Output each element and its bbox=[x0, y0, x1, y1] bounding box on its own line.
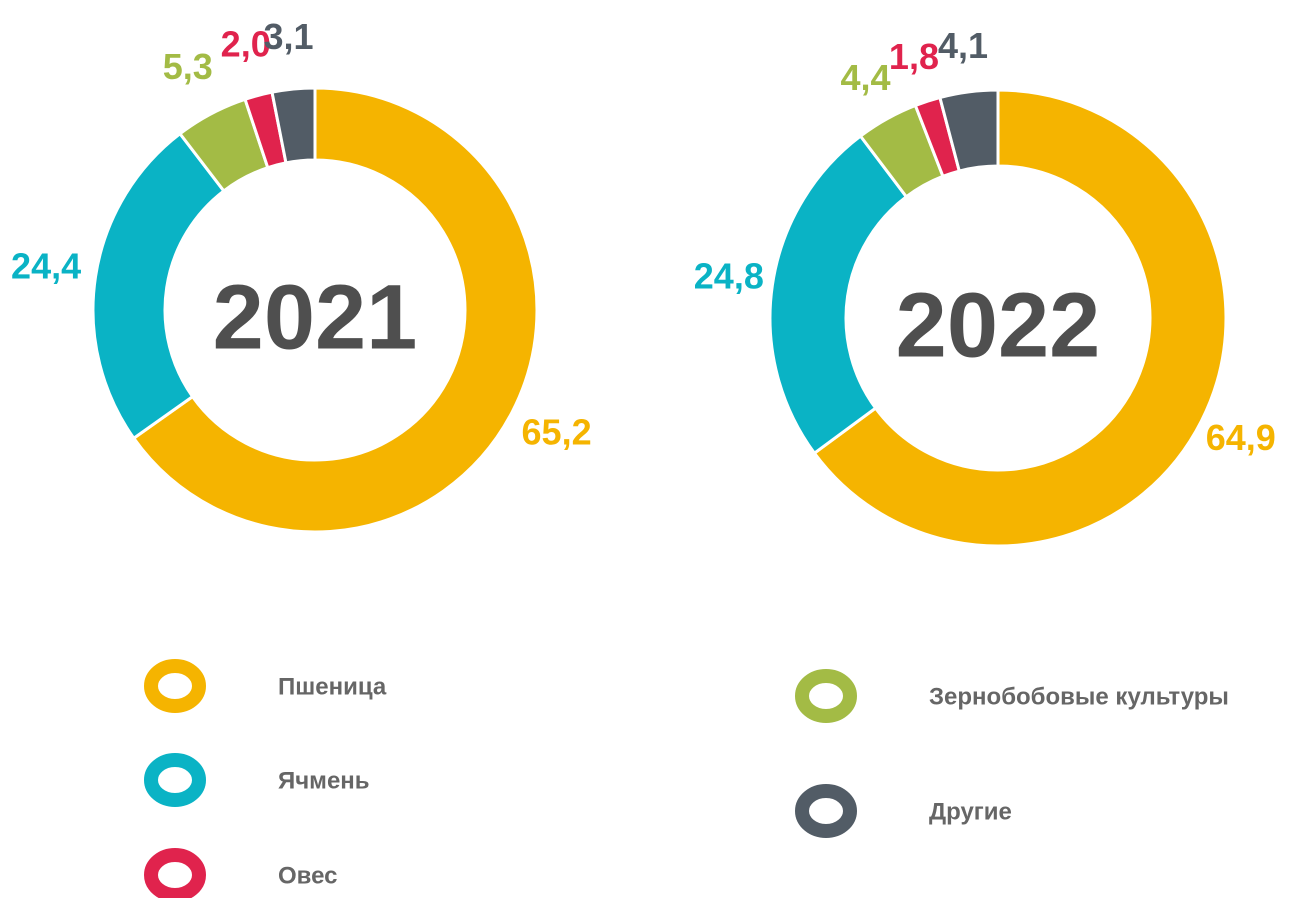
center-title: 2021 bbox=[213, 266, 418, 368]
legend-marker bbox=[144, 659, 206, 713]
legend-marker bbox=[795, 784, 857, 838]
legend-label: Другие bbox=[929, 798, 1012, 825]
donut-slice bbox=[768, 134, 909, 456]
center-title: 2022 bbox=[896, 274, 1101, 376]
donut-slice bbox=[131, 86, 539, 534]
value-label: 3,1 bbox=[264, 16, 314, 57]
legend-marker bbox=[144, 848, 206, 898]
value-label: 1,8 bbox=[889, 36, 939, 77]
legend-label: Овес bbox=[278, 862, 337, 889]
value-label: 24,4 bbox=[11, 246, 81, 287]
value-label: 4,1 bbox=[938, 25, 988, 66]
legend-label: Ячмень bbox=[278, 767, 370, 794]
value-label: 4,4 bbox=[840, 57, 890, 98]
donut-slice bbox=[91, 131, 226, 441]
value-label: 65,2 bbox=[522, 412, 592, 453]
legend-label: Зернобобовые культуры bbox=[929, 683, 1229, 710]
donut-slice bbox=[938, 88, 1000, 173]
value-label: 2,0 bbox=[221, 23, 271, 64]
value-label: 24,8 bbox=[694, 255, 764, 296]
donut-slice bbox=[812, 88, 1228, 548]
value-label: 5,3 bbox=[163, 46, 213, 87]
donut-slice bbox=[270, 86, 317, 165]
value-label: 64,9 bbox=[1206, 417, 1276, 458]
legend-label: Пшеница bbox=[278, 673, 387, 700]
legend-marker bbox=[144, 753, 206, 807]
legend-marker bbox=[795, 669, 857, 723]
